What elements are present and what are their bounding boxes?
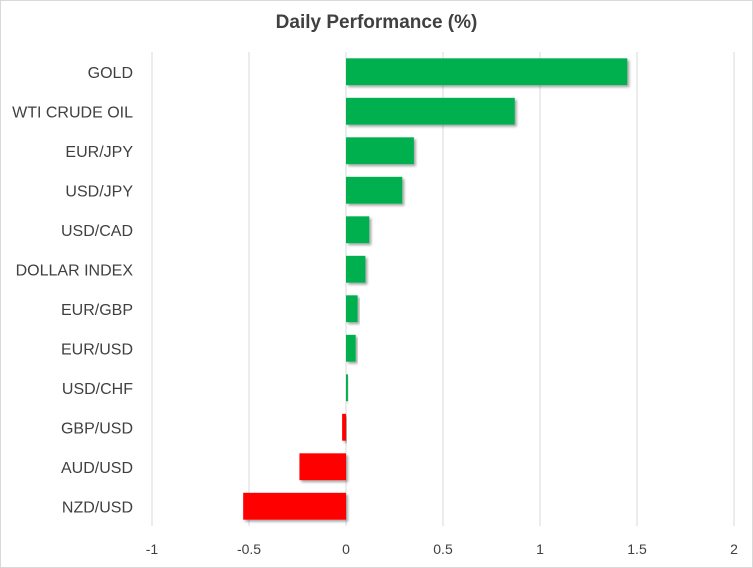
category-label: AUD/USD xyxy=(61,460,133,477)
category-label: NZD/USD xyxy=(62,499,133,516)
category-label: GBP/USD xyxy=(61,420,133,437)
category-label: USD/CAD xyxy=(61,223,133,240)
bar-usd-chf xyxy=(346,374,348,402)
x-tick-label: -1 xyxy=(146,541,159,557)
bar-dollar-index xyxy=(346,255,366,283)
bar-usd-cad xyxy=(346,216,370,244)
category-label: GOLD xyxy=(88,65,133,82)
x-tick-label: -0.5 xyxy=(237,541,261,557)
bar-eur-gbp xyxy=(346,295,358,323)
bar-eur-jpy xyxy=(346,137,414,165)
x-tick-label: 1.5 xyxy=(627,541,647,557)
chart-title: Daily Performance (%) xyxy=(275,12,478,33)
bar-wti-crude-oil xyxy=(346,97,515,125)
bar-gold xyxy=(346,58,628,86)
bar-nzd-usd xyxy=(243,492,346,520)
x-tick-label: 0.5 xyxy=(433,541,453,557)
bars xyxy=(243,58,628,520)
category-label: EUR/USD xyxy=(61,341,133,358)
bar-aud-usd xyxy=(299,453,346,481)
bar-gbp-usd xyxy=(342,413,346,441)
bar-usd-jpy xyxy=(346,176,403,204)
category-label: USD/JPY xyxy=(65,183,133,200)
x-tick-label: 1 xyxy=(536,541,544,557)
category-label: DOLLAR INDEX xyxy=(16,262,134,279)
bar-eur-usd xyxy=(346,334,356,362)
category-label: WTI CRUDE OIL xyxy=(12,104,133,121)
x-axis-tick-labels: -1 -0.5 0 0.5 1 1.5 2 xyxy=(146,541,738,557)
category-labels: GOLD WTI CRUDE OIL EUR/JPY USD/JPY USD/CAD DO… xyxy=(12,65,133,517)
category-label: USD/CHF xyxy=(62,381,133,398)
gridlines xyxy=(151,52,735,526)
category-label: EUR/GBP xyxy=(61,302,133,319)
x-tick-label: 2 xyxy=(730,541,738,557)
category-label: EUR/JPY xyxy=(65,144,133,161)
x-tick-label: 0 xyxy=(342,541,350,557)
